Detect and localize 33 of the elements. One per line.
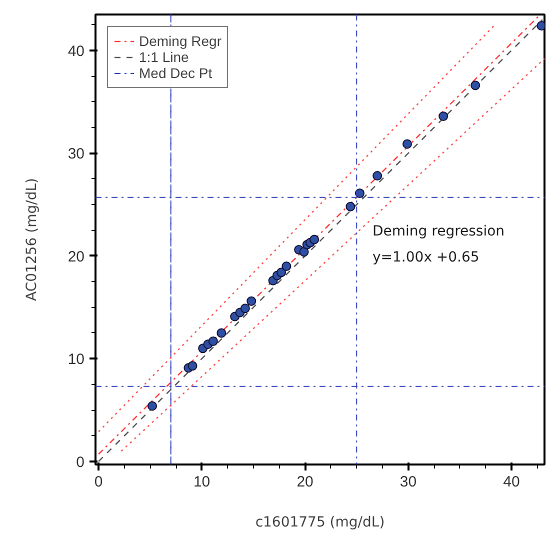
point: [188, 361, 198, 371]
annotation: y=1.00x +0.65: [372, 250, 480, 266]
annotation: Deming regression: [372, 224, 505, 240]
x-tick-label: 30: [400, 474, 417, 490]
x-tick-label: 20: [296, 474, 314, 490]
y-tick-label: 40: [68, 42, 85, 60]
x-tick-label: 0: [94, 474, 103, 490]
point: [208, 336, 218, 346]
y-tick-label: 20: [68, 248, 85, 266]
y-tick-label: 30: [68, 146, 85, 163]
point: [310, 234, 320, 244]
point: [282, 261, 292, 271]
legend-label: Deming Regr: [139, 33, 222, 49]
point: [438, 111, 448, 121]
x-tick-label: 40: [503, 474, 520, 490]
ref-line-label: Med Dec Pt: [139, 65, 212, 81]
legend-label: 1:1 Line: [139, 49, 189, 65]
x-axis-title: c1601775 (mg/dL): [255, 514, 385, 530]
point: [402, 139, 412, 149]
point: [148, 401, 158, 411]
point: [240, 304, 250, 314]
point: [372, 171, 382, 181]
point: [246, 296, 256, 306]
point: [299, 247, 309, 257]
y-tick-label: 10: [68, 351, 85, 368]
x-tick-label: 10: [193, 474, 210, 490]
point: [216, 328, 226, 338]
point: [470, 80, 480, 90]
point: [346, 202, 356, 212]
y-axis-title: AC01256 (mg/dL): [24, 178, 40, 301]
point: [276, 268, 286, 278]
point: [354, 188, 364, 198]
y-tick-label: 0: [76, 454, 84, 471]
